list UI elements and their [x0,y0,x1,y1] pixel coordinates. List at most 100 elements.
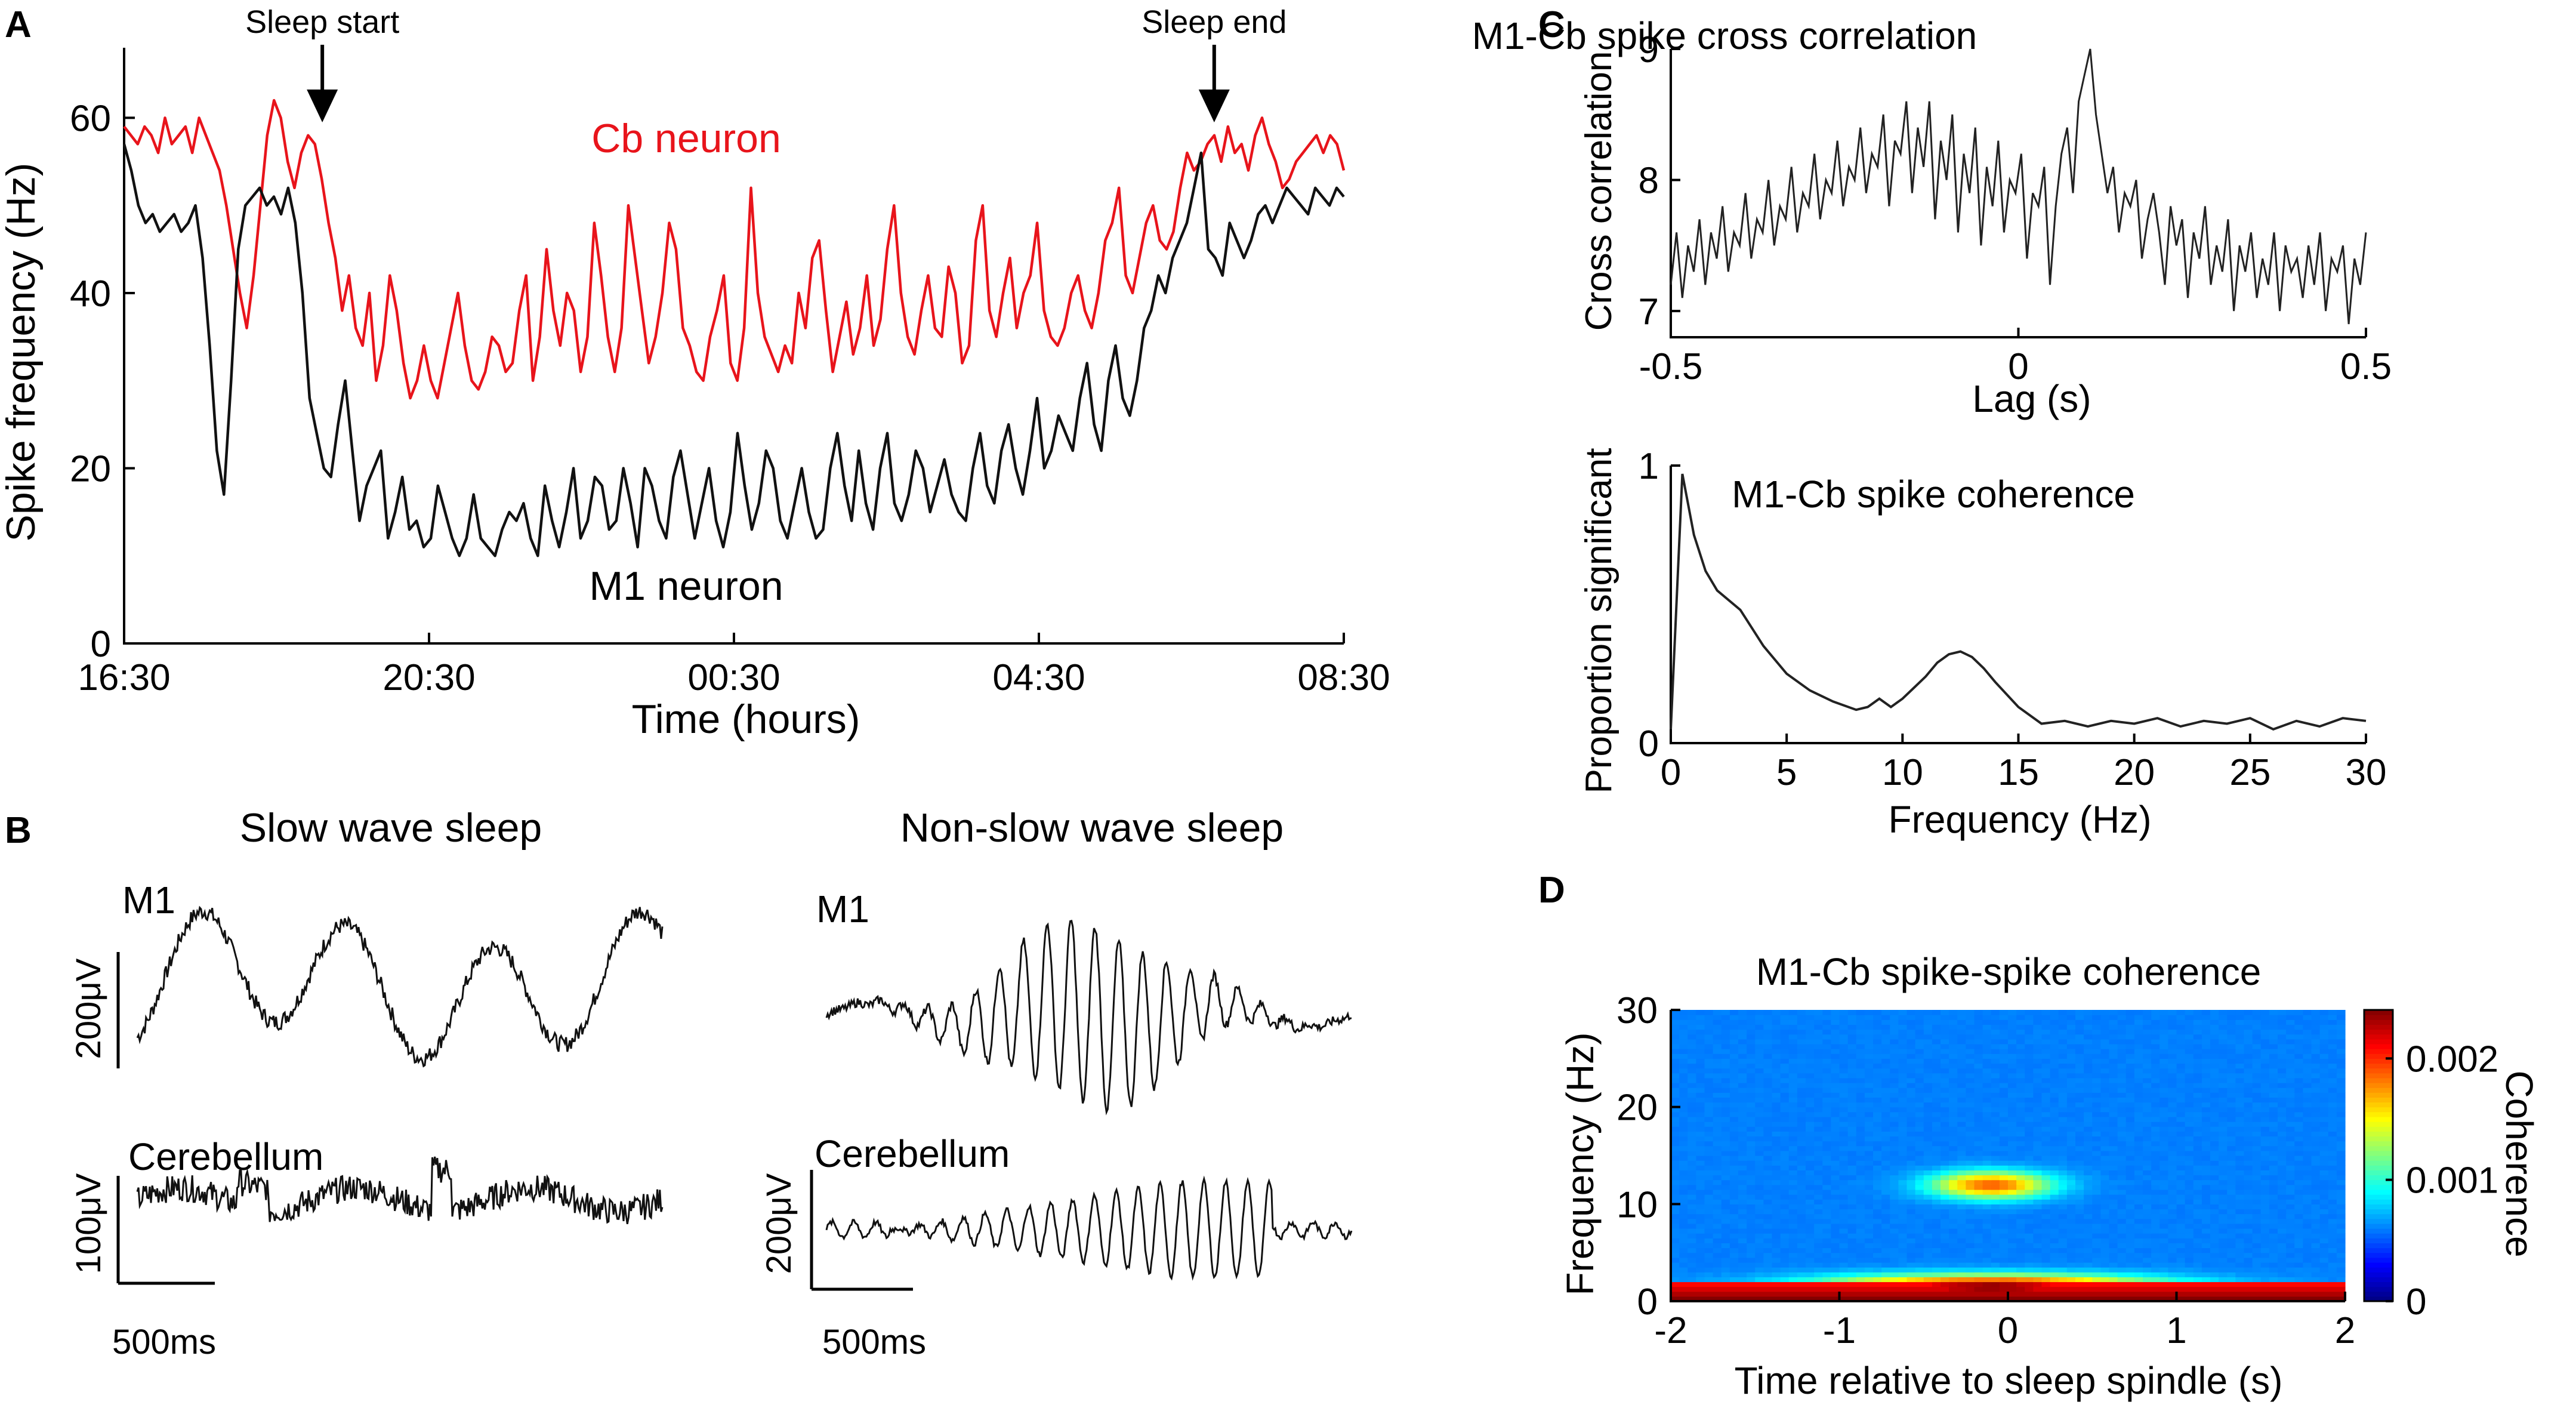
heatmap-cell [2269,1034,2278,1040]
heatmap-cell [2008,1296,2017,1302]
heatmap-cell [2033,1267,2043,1273]
heatmap-cell [2084,1015,2093,1020]
heatmap-cell [1696,1077,1705,1083]
heatmap-cell [2319,1039,2329,1045]
heatmap-cell [2286,1058,2295,1064]
panel-b-traces: Slow wave sleep Non-slow wave sleep M1 M… [69,805,1353,1361]
heatmap-cell [2219,1068,2228,1074]
heatmap-cell [2066,1145,2076,1151]
heatmap-cell [1822,1243,1831,1249]
heatmap-cell [2219,1257,2228,1263]
heatmap-cell [2033,1228,2043,1234]
heatmap-cell [2193,1281,2202,1287]
heatmap-cell [2244,1063,2253,1069]
heatmap-cell [2125,1204,2135,1210]
heatmap-cell [2075,1083,2084,1088]
heatmap-cell [1780,1116,1790,1122]
heatmap-cell [2294,1218,2303,1224]
heatmap-cell [1671,1058,1680,1064]
heatmap-cell [1755,1277,1764,1283]
heatmap-cell [1747,1068,1756,1074]
heatmap-cell [1797,1039,1806,1045]
heatmap-cell [2100,1053,2110,1059]
heatmap-cell [2260,1243,2270,1249]
heatmap-cell [2117,1049,2127,1054]
heatmap-cell [1915,1150,1924,1156]
heatmap-cell [2269,1238,2278,1243]
heatmap-cell [2151,1024,2160,1030]
heatmap-cell [2084,1160,2093,1166]
heatmap-cell [1881,1122,1890,1127]
heatmap-cell [1831,1053,1840,1059]
heatmap-cell [2016,1160,2025,1166]
heatmap-cell [1873,1102,1882,1108]
heatmap-cell [1991,1209,2000,1215]
heatmap-cell [2075,1277,2084,1283]
heatmap-cell [1864,1204,1874,1210]
heatmap-cell [1864,1165,1874,1170]
heatmap-cell [1831,1077,1840,1083]
heatmap-cell [1738,1029,1747,1035]
heatmap-cell [2025,1111,2034,1117]
heatmap-cell [2336,1228,2346,1234]
heatmap-cell [1704,1068,1714,1074]
heatmap-cell [1941,1277,1949,1283]
heatmap-cell [2125,1087,2135,1093]
heatmap-cell [1671,1024,1680,1030]
heatmap-cell [1898,1247,1908,1253]
heatmap-cell [2016,1281,2025,1287]
heatmap-cell [2092,1029,2101,1035]
heatmap-cell [1890,1029,1899,1035]
colorbar-segment [2364,1286,2393,1292]
heatmap-cell [2303,1204,2312,1210]
heatmap-cell [1729,1010,1739,1015]
heatmap-cell [2151,1252,2160,1258]
heatmap-cell [1747,1175,1756,1181]
heatmap-cell [1957,1116,1966,1122]
heatmap-cell [2244,1116,2253,1122]
heatmap-cell [1864,1223,1874,1229]
heatmap-cell [2227,1160,2236,1166]
heatmap-cell [1696,1267,1705,1273]
heatmap-cell [2134,1160,2143,1166]
heatmap-cell [1974,1156,1983,1161]
heatmap-cell [1687,1049,1696,1054]
heatmap-cell [2143,1077,2152,1083]
heatmap-cell [2260,1213,2270,1219]
heatmap-cell [2134,1141,2143,1147]
heatmap-cell [1856,1277,1865,1283]
heatmap-cell [2219,1199,2228,1204]
heatmap-cell [2159,1281,2168,1287]
heatmap-cell [2201,1122,2211,1127]
heatmap-cell [2117,1179,2127,1185]
heatmap-cell [1679,1277,1688,1283]
heatmap-cell [1763,1145,1773,1151]
heatmap-cell [2050,1068,2059,1074]
heatmap-cell [2219,1170,2228,1176]
heatmap-cell [1806,1257,1815,1263]
heatmap-cell [2319,1087,2329,1093]
heatmap-cell [2041,1034,2051,1040]
heatmap-cell [1890,1073,1899,1079]
heatmap-cell [1923,1029,1933,1035]
heatmap-cell [1831,1272,1840,1277]
heatmap-cell [1814,1218,1823,1224]
heatmap-cell [1881,1068,1890,1074]
heatmap-cell [2050,1150,2059,1156]
heatmap-cell [2143,1277,2152,1283]
heatmap-cell [2033,1122,2043,1127]
heatmap-cell [2025,1039,2034,1045]
heatmap-cell [2016,1029,2025,1035]
heatmap-cell [2016,1175,2025,1181]
heatmap-cell [1991,1233,2000,1239]
heatmap-cell [2143,1233,2152,1239]
heatmap-cell [1974,1145,1983,1151]
heatmap-cell [2219,1131,2228,1137]
heatmap-cell [2143,1068,2152,1074]
heatmap-cell [1966,1170,1975,1176]
heatmap-cell [1704,1189,1714,1195]
heatmap-cell [1982,1043,1992,1049]
heatmap-cell [2092,1204,2101,1210]
heatmap-cell [2210,1243,2219,1249]
heatmap-cell [1747,1122,1756,1127]
